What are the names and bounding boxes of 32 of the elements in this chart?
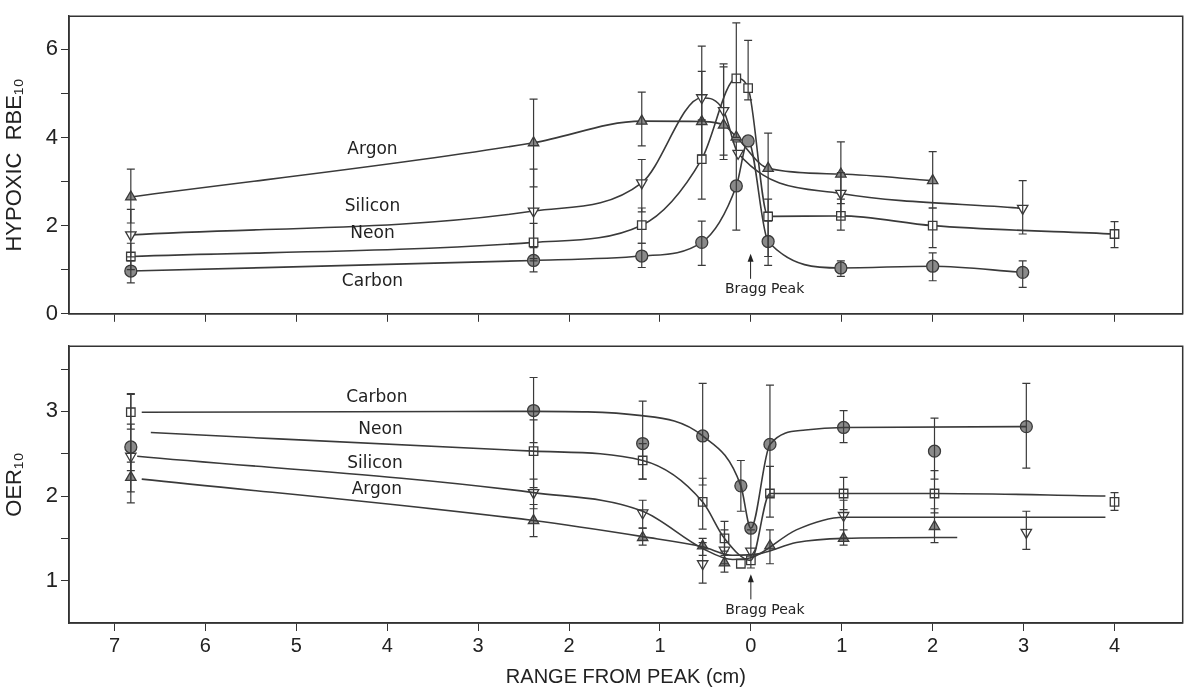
- x-axis-title: RANGE FROM PEAK (cm): [505, 664, 746, 687]
- x-tick-label: 0: [745, 633, 757, 656]
- y-tick-label: 1: [45, 566, 58, 592]
- series-label: Neon: [350, 221, 395, 242]
- x-tick-label: 1: [654, 633, 666, 656]
- y-tick-label: 6: [45, 35, 58, 61]
- x-tick-label: 3: [1018, 633, 1030, 656]
- series-label: Neon: [358, 417, 403, 438]
- y-tick-label: 0: [45, 299, 58, 325]
- x-tick-label: 1: [836, 633, 848, 656]
- annotation: Bragg Peak: [725, 601, 806, 617]
- x-tick-label: 2: [927, 633, 939, 656]
- y-tick-label: 2: [45, 211, 58, 237]
- x-tick-label: 4: [381, 633, 393, 656]
- y-tick-label: 4: [45, 123, 58, 149]
- series-label: Argon: [347, 138, 398, 159]
- x-tick-label: 6: [199, 633, 211, 656]
- y-axis-title: HYPOXIC RBE₁₀: [1, 78, 27, 252]
- series-label: Argon: [351, 477, 402, 498]
- x-tick-label: 4: [1108, 633, 1121, 656]
- series-label: Silicon: [344, 194, 401, 215]
- series-label: Silicon: [347, 452, 403, 472]
- x-tick-label: 3: [472, 633, 484, 656]
- annotation: Bragg Peak: [724, 280, 806, 297]
- y-tick-label: 2: [45, 482, 58, 508]
- y-tick-label: 3: [45, 397, 58, 423]
- x-tick-label: 7: [108, 633, 121, 656]
- y-axis-title: OER₁₀: [1, 452, 27, 517]
- x-tick-label: 5: [290, 633, 302, 656]
- series-label: Carbon: [341, 269, 404, 290]
- x-tick-label: 2: [563, 633, 575, 656]
- series-label: Carbon: [346, 385, 408, 406]
